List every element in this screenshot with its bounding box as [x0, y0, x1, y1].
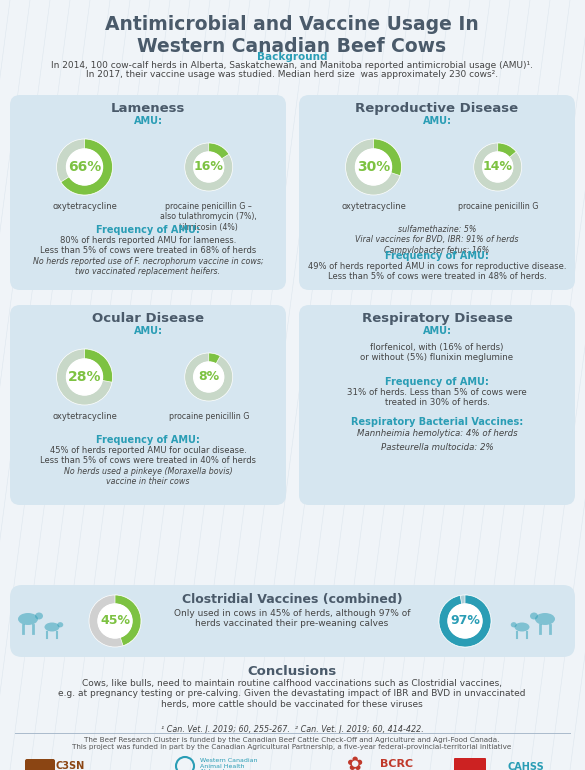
Text: Clostridial Vaccines (combined): Clostridial Vaccines (combined) — [182, 593, 402, 606]
Circle shape — [356, 149, 391, 185]
Text: Frequency of AMU:: Frequency of AMU: — [96, 225, 200, 235]
FancyBboxPatch shape — [10, 305, 286, 505]
Text: sulfamethazine: 5%
Viral vaccines for BVD, IBR: 91% of herds
Campylobacter fetus: sulfamethazine: 5% Viral vaccines for BV… — [355, 225, 519, 255]
Text: 97%: 97% — [450, 614, 480, 628]
Wedge shape — [115, 595, 141, 646]
FancyBboxPatch shape — [299, 95, 575, 290]
Wedge shape — [84, 349, 112, 382]
Text: 49% of herds reported AMU in cows for reproductive disease.
Less than 5% of cows: 49% of herds reported AMU in cows for re… — [308, 262, 566, 281]
Text: AMU:: AMU: — [133, 326, 163, 336]
Wedge shape — [474, 143, 522, 191]
Text: procaine penicillin G –
also tulathromycin (7%),
tilmicosin (4%): procaine penicillin G – also tulathromyc… — [160, 202, 257, 232]
Text: Cows, like bulls, need to maintain routine calfhood vaccinations such as Clostri: Cows, like bulls, need to maintain routi… — [58, 679, 526, 709]
Ellipse shape — [57, 622, 63, 628]
Ellipse shape — [511, 622, 517, 628]
Text: Mannheimia hemolytica: 4% of herds: Mannheimia hemolytica: 4% of herds — [357, 429, 517, 438]
Circle shape — [483, 152, 512, 182]
Text: Reproductive Disease: Reproductive Disease — [356, 102, 518, 115]
Ellipse shape — [35, 612, 43, 620]
Text: Frequency of AMU:: Frequency of AMU: — [385, 377, 489, 387]
Circle shape — [448, 604, 482, 638]
Ellipse shape — [44, 622, 60, 631]
Text: 14%: 14% — [483, 160, 512, 173]
Wedge shape — [209, 353, 221, 364]
Text: procaine penicillin G: procaine penicillin G — [457, 202, 538, 211]
Text: AMU:: AMU: — [422, 116, 452, 126]
Wedge shape — [185, 143, 233, 191]
Circle shape — [194, 152, 223, 182]
Circle shape — [98, 604, 132, 638]
Text: Only used in cows in 45% of herds, although 97% of
herds vaccinated their pre-we: Only used in cows in 45% of herds, altho… — [174, 609, 410, 628]
Text: 45%: 45% — [100, 614, 130, 628]
Wedge shape — [57, 349, 112, 405]
Text: Frequency of AMU:: Frequency of AMU: — [385, 251, 489, 261]
Wedge shape — [373, 139, 401, 176]
Text: 8%: 8% — [198, 370, 219, 383]
FancyBboxPatch shape — [454, 758, 486, 770]
Text: Ocular Disease: Ocular Disease — [92, 312, 204, 325]
Text: 66%: 66% — [68, 160, 101, 174]
FancyBboxPatch shape — [10, 95, 286, 290]
Text: 30%: 30% — [357, 160, 390, 174]
Text: Antimicrobial and Vaccine Usage In
Western Canadian Beef Cows: Antimicrobial and Vaccine Usage In Weste… — [105, 15, 479, 56]
Text: No herds used a pinkeye (Moraxella bovis)
vaccine in their cows: No herds used a pinkeye (Moraxella bovis… — [64, 467, 232, 487]
Text: In 2017, their vaccine usage was studied. Median herd size  was approximately 23: In 2017, their vaccine usage was studied… — [86, 70, 498, 79]
FancyBboxPatch shape — [299, 305, 575, 505]
Wedge shape — [439, 595, 491, 647]
Text: oxytetracycline: oxytetracycline — [341, 202, 406, 211]
Text: ✿: ✿ — [347, 755, 363, 770]
Ellipse shape — [535, 613, 555, 625]
Text: The Beef Research Cluster is funded by the Canadian Beef Cattle Check-Off and Ag: The Beef Research Cluster is funded by t… — [73, 737, 512, 750]
Wedge shape — [498, 143, 516, 157]
Text: AMU:: AMU: — [422, 326, 452, 336]
Ellipse shape — [18, 613, 38, 625]
Text: C3SN: C3SN — [56, 761, 85, 770]
Text: Pasteurella multocida: 2%: Pasteurella multocida: 2% — [381, 443, 493, 452]
Wedge shape — [57, 139, 112, 195]
Text: In 2014, 100 cow-calf herds in Alberta, Saskatchewan, and Manitoba reported anti: In 2014, 100 cow-calf herds in Alberta, … — [51, 61, 533, 70]
Circle shape — [67, 359, 102, 395]
Text: ¹ Can. Vet. J. 2019; 60, 255-267.  ² Can. Vet. J. 2019; 60, 414-422.: ¹ Can. Vet. J. 2019; 60, 255-267. ² Can.… — [161, 725, 424, 734]
Text: 45% of herds reported AMU for ocular disease.
Less than 5% of cows were treated : 45% of herds reported AMU for ocular dis… — [40, 446, 256, 465]
Text: Frequency of AMU:: Frequency of AMU: — [96, 435, 200, 445]
Text: 16%: 16% — [194, 160, 223, 173]
Wedge shape — [61, 139, 112, 195]
Wedge shape — [89, 595, 141, 647]
Text: Lameness: Lameness — [111, 102, 185, 115]
Text: BCRC: BCRC — [380, 759, 413, 769]
Text: Conclusions: Conclusions — [247, 665, 336, 678]
Ellipse shape — [530, 612, 538, 620]
Text: CAHSS: CAHSS — [508, 762, 545, 770]
Ellipse shape — [514, 622, 529, 631]
Text: Western Canadian
Animal Health
Network: Western Canadian Animal Health Network — [200, 758, 257, 770]
Text: florfenicol, with (16% of herds)
or without (5%) flunixin meglumine: florfenicol, with (16% of herds) or with… — [360, 343, 514, 363]
Text: AMU:: AMU: — [133, 116, 163, 126]
Text: oxytetracycline: oxytetracycline — [52, 412, 117, 421]
Text: Respiratory Bacterial Vaccines:: Respiratory Bacterial Vaccines: — [351, 417, 523, 427]
FancyBboxPatch shape — [10, 585, 575, 657]
FancyBboxPatch shape — [25, 759, 55, 770]
Text: Background: Background — [257, 52, 327, 62]
Circle shape — [194, 362, 223, 392]
Wedge shape — [439, 595, 491, 647]
Wedge shape — [346, 139, 401, 195]
Text: 80% of herds reported AMU for lameness.
Less than 5% of cows were treated in 68%: 80% of herds reported AMU for lameness. … — [40, 236, 256, 256]
Text: oxytetracycline: oxytetracycline — [52, 202, 117, 211]
Text: No herds reported use of F. necrophorum vaccine in cows;
two vaccinated replacem: No herds reported use of F. necrophorum … — [33, 257, 263, 276]
Text: 31% of herds. Less than 5% of cows were
treated in 30% of herds.: 31% of herds. Less than 5% of cows were … — [347, 388, 527, 407]
Wedge shape — [209, 143, 229, 159]
Text: Respiratory Disease: Respiratory Disease — [362, 312, 512, 325]
Text: procaine penicillin G: procaine penicillin G — [168, 412, 249, 421]
Wedge shape — [185, 353, 233, 401]
Text: 28%: 28% — [68, 370, 101, 384]
Circle shape — [67, 149, 102, 185]
